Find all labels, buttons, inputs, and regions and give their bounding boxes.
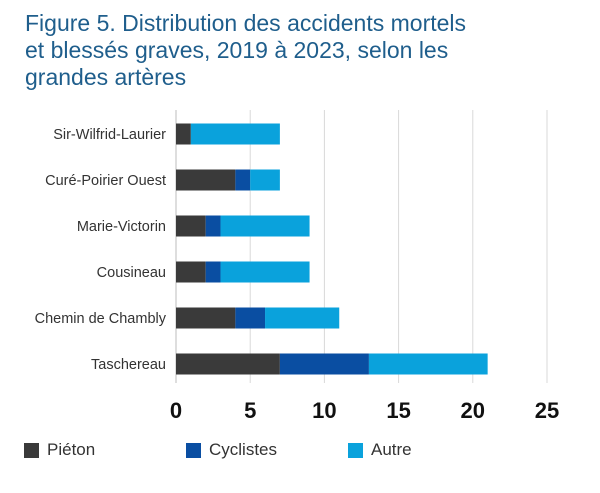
- legend-item-1: Cyclistes: [186, 440, 277, 460]
- chart-title-line-3: grandes artères: [25, 64, 187, 90]
- legend-item-2: Autre: [348, 440, 412, 460]
- bar-3-cyclistes: [205, 261, 221, 283]
- legend-label-0: Piéton: [47, 440, 96, 459]
- category-label-2: Marie-Victorin: [77, 219, 166, 235]
- legend-swatch-2: [348, 442, 363, 458]
- bar-2-cyclistes: [205, 215, 221, 237]
- bar-0-autre: [190, 123, 280, 145]
- category-label-3: Cousineau: [97, 265, 166, 281]
- bar-3-piéton: [176, 261, 206, 283]
- category-label-0: Sir-Wilfrid-Laurier: [53, 127, 166, 143]
- bar-4-piéton: [176, 307, 236, 329]
- legend-swatch-0: [24, 442, 39, 458]
- chart-legend: Piéton Cyclistes Autre: [0, 440, 600, 470]
- legend-label-1: Cyclistes: [209, 440, 278, 459]
- x-tick-label-5: 5: [244, 398, 256, 423]
- chart-title: Figure 5. Distribution des accidents mor…: [25, 10, 585, 91]
- chart-title-line-1: Figure 5. Distribution des accidents mor…: [25, 10, 467, 36]
- chart-title-line-2: et blessés graves, 2019 à 2023, selon le…: [25, 37, 449, 63]
- bar-2-piéton: [176, 215, 206, 237]
- bar-1-autre: [250, 169, 280, 191]
- x-tick-label-20: 20: [461, 398, 485, 423]
- legend-swatch-1: [186, 442, 201, 458]
- category-label-4: Chemin de Chambly: [35, 311, 167, 327]
- bar-1-piéton: [176, 169, 236, 191]
- bar-5-piéton: [176, 353, 280, 375]
- x-tick-label-10: 10: [312, 398, 336, 423]
- x-tick-label-25: 25: [535, 398, 559, 423]
- legend-item-0: Piéton: [24, 440, 95, 460]
- bar-5-cyclistes: [279, 353, 369, 375]
- category-label-1: Curé-Poirier Ouest: [45, 173, 166, 189]
- bar-2-autre: [220, 215, 310, 237]
- legend-label-2: Autre: [371, 440, 412, 459]
- bar-4-cyclistes: [235, 307, 266, 329]
- bar-5-autre: [368, 353, 488, 375]
- bar-1-cyclistes: [235, 169, 251, 191]
- bar-0-piéton: [176, 123, 191, 145]
- category-label-5: Taschereau: [91, 357, 166, 373]
- bar-4-autre: [265, 307, 340, 329]
- x-tick-label-15: 15: [386, 398, 410, 423]
- bar-3-autre: [220, 261, 310, 283]
- x-tick-label-0: 0: [170, 398, 182, 423]
